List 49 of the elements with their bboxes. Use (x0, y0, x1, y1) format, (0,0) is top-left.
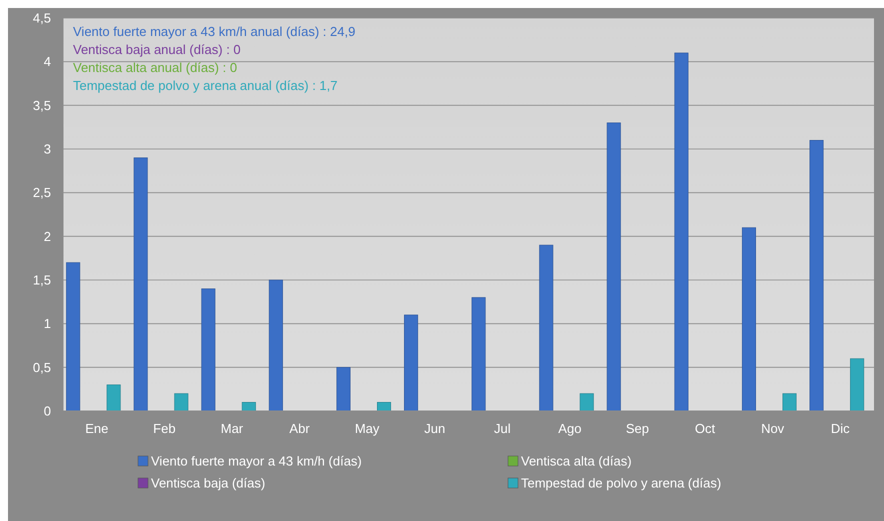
bar (674, 52, 688, 412)
bar (377, 402, 392, 412)
y-tick-label: 0,5 (32, 360, 51, 375)
bar (580, 393, 594, 412)
annotation: Ventisca baja anual (días) : 0 (73, 42, 241, 57)
bar (742, 227, 756, 412)
y-tick-label: 0 (44, 404, 51, 419)
x-tick-label: Ene (85, 421, 108, 436)
x-tick-label: Oct (694, 421, 716, 436)
bar (336, 367, 350, 412)
y-tick-label: 1,5 (32, 272, 51, 288)
y-tick-label: 1 (44, 316, 51, 332)
bar (66, 262, 80, 412)
legend-label: Ventisca baja (días) (151, 476, 266, 491)
x-tick-label: Dic (830, 421, 850, 436)
y-tick-label: 4 (44, 54, 51, 70)
bar (539, 244, 554, 412)
x-tick-label: Abr (289, 421, 310, 436)
x-tick-label: Jul (494, 421, 511, 436)
bar (472, 297, 486, 412)
bar (268, 280, 283, 412)
bar (174, 393, 188, 412)
bar (606, 122, 621, 412)
bar (782, 393, 797, 412)
bar (134, 157, 148, 412)
x-tick-label: Ago (558, 421, 582, 436)
bar (106, 384, 121, 412)
bar (810, 140, 824, 412)
bar (850, 358, 864, 412)
bar (242, 402, 256, 412)
y-tick-label: 4,5 (32, 10, 51, 26)
x-tick-label: Sep (626, 421, 650, 436)
x-tick-label: Jun (424, 421, 446, 436)
annotation: Tempestad de polvo y arena anual (días) : 1,7 (73, 78, 338, 93)
x-tick-label: Feb (153, 421, 176, 436)
legend-label: Tempestad de polvo y arena (días) (521, 476, 722, 491)
legend-label: Ventisca alta (días) (521, 454, 632, 469)
bar (404, 314, 418, 412)
annotation: Ventisca alta anual (días) : 0 (73, 60, 238, 75)
x-tick-label: Nov (761, 421, 785, 436)
y-tick-label: 2 (44, 228, 51, 244)
x-tick-label: May (354, 421, 380, 436)
y-tick-label: 3,5 (32, 98, 51, 113)
bar (201, 288, 216, 412)
y-tick-label: 2,5 (32, 185, 51, 200)
x-tick-label: Mar (220, 421, 244, 436)
y-tick-label: 3 (44, 142, 51, 157)
annotation: Viento fuerte mayor a 43 km/h anual (días) : 24,9 (73, 24, 356, 39)
legend-label: Viento fuerte mayor a 43 km/h (días) (151, 454, 362, 469)
